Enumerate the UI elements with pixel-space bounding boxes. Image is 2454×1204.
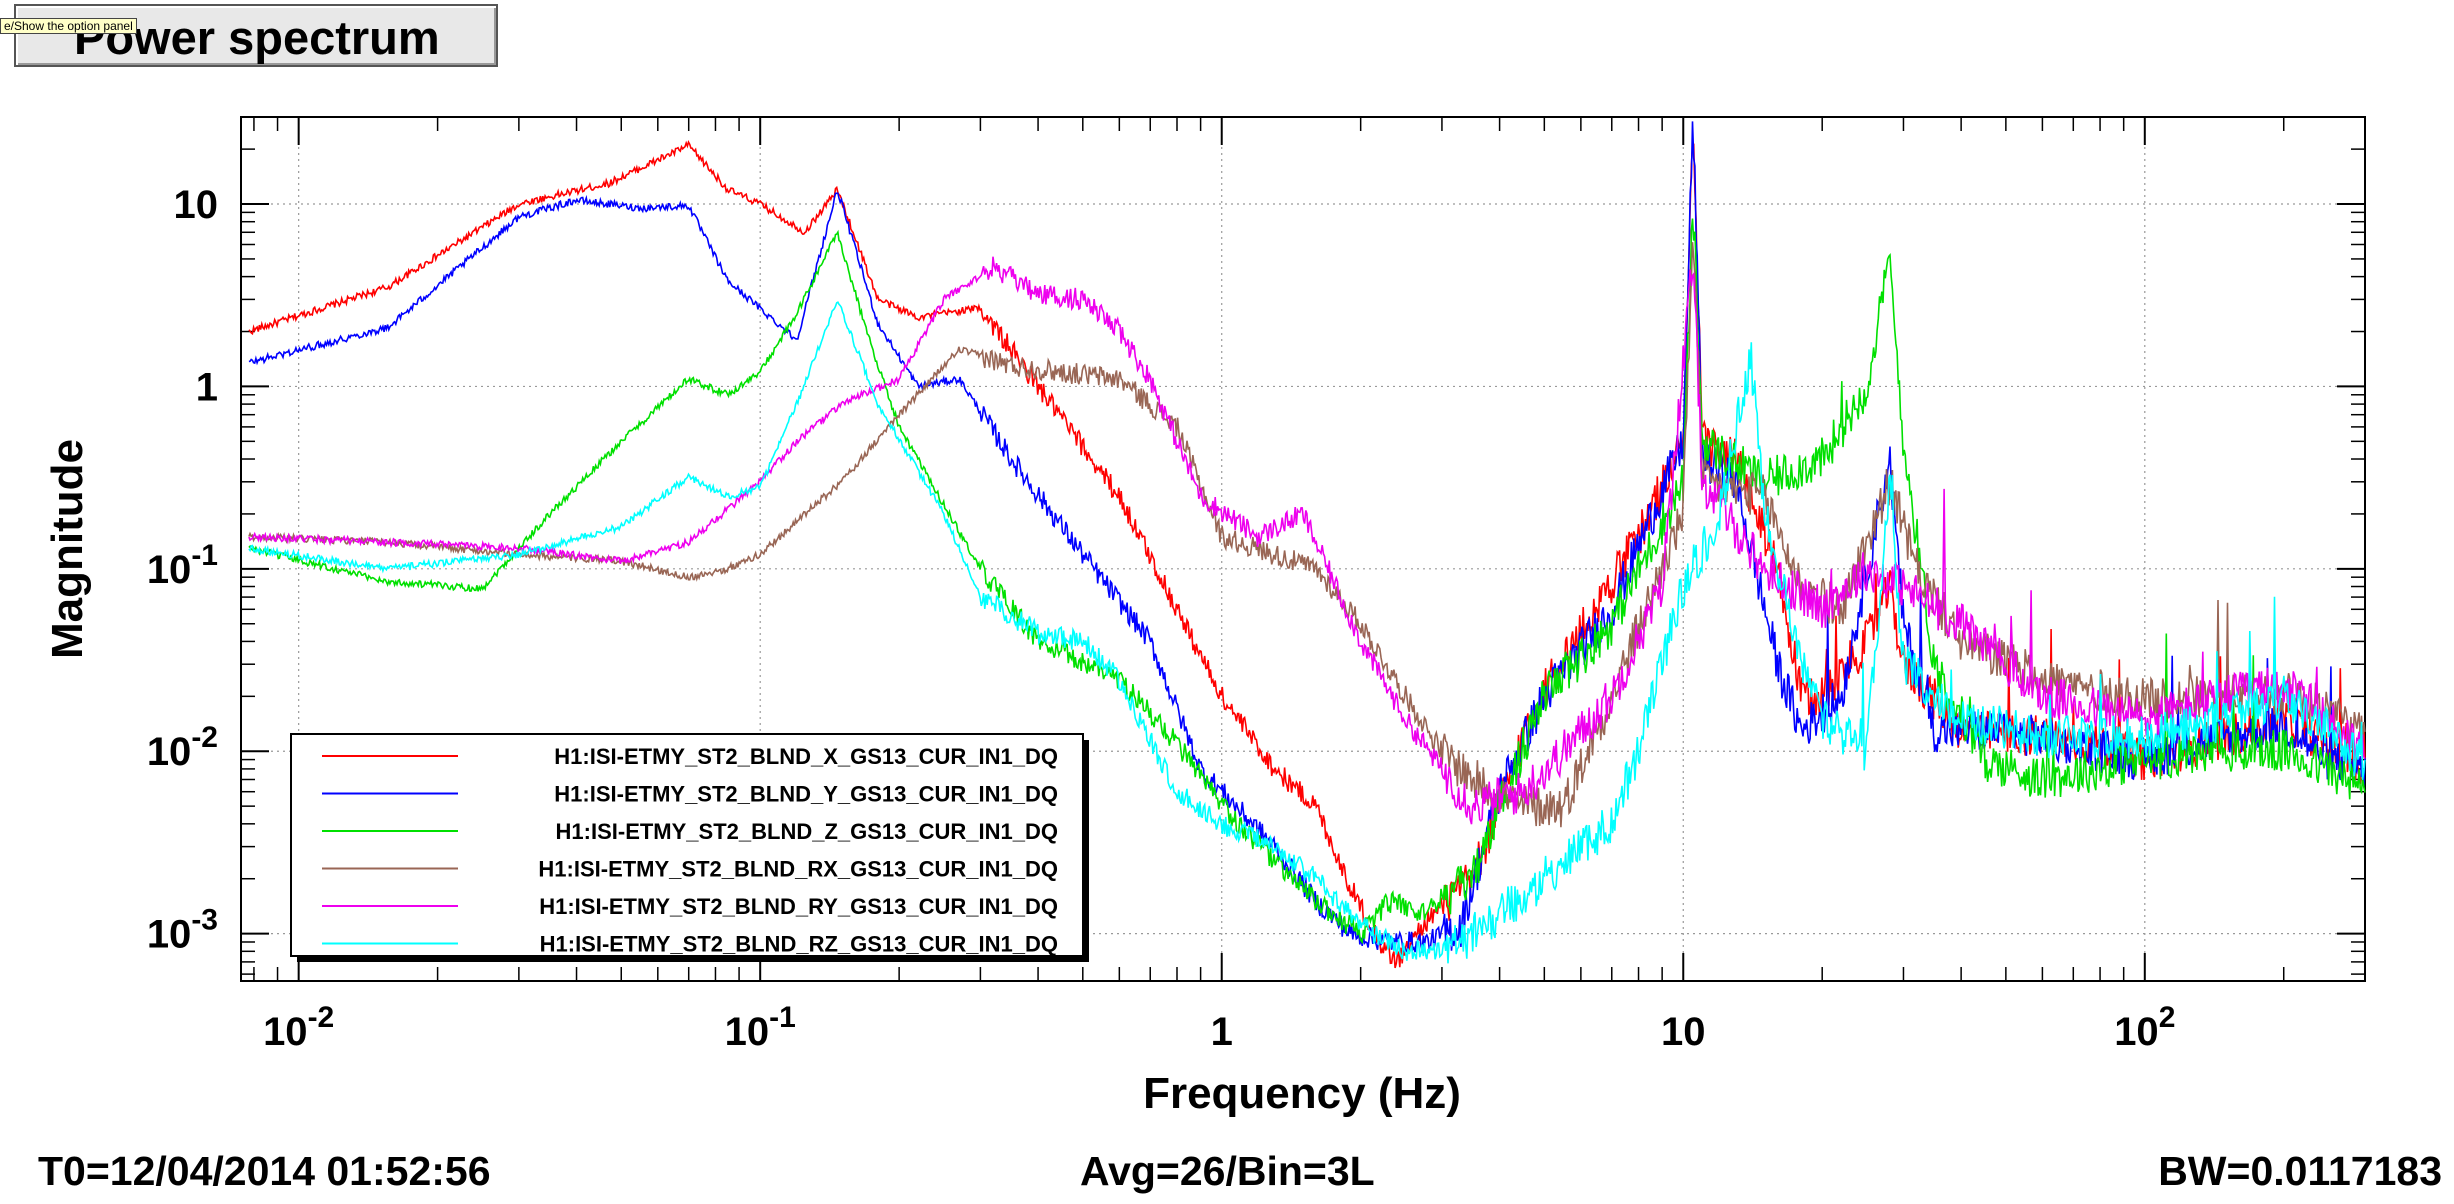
- y-tick-label: 10-2: [147, 721, 218, 774]
- power-spectrum-button[interactable]: Power spectrum: [14, 4, 498, 67]
- x-tick-exponent: -2: [308, 1001, 335, 1034]
- x-tick-label: 1: [1211, 1010, 1233, 1054]
- option-panel-tooltip: e/Show the option panel: [0, 18, 137, 34]
- legend-label: H1:ISI-ETMY_ST2_BLND_X_GS13_CUR_IN1_DQ: [554, 744, 1058, 769]
- series-line: [248, 139, 2366, 969]
- footer-bw: BW=0.0117183: [2158, 1148, 2442, 1194]
- x-tick-label: 102: [2114, 1001, 2175, 1054]
- y-tick-labels: 10 1 10-1 10-2 10-3: [147, 183, 218, 957]
- y-tick-exponent: -1: [191, 539, 218, 572]
- x-tick-label: 10: [1661, 1010, 1706, 1054]
- y-tick-label: 10-1: [147, 539, 218, 592]
- series-layer: [248, 121, 2366, 969]
- legend-label: H1:ISI-ETMY_ST2_BLND_RZ_GS13_CUR_IN1_DQ: [540, 932, 1058, 957]
- x-tick-labels: 10-2 10-1 1 10 102: [263, 1001, 2175, 1054]
- legend-label: H1:ISI-ETMY_ST2_BLND_Y_GS13_CUR_IN1_DQ: [554, 782, 1058, 807]
- x-tick-exponent: 2: [2159, 1001, 2176, 1034]
- series-line: [248, 256, 2366, 825]
- y-tick-exponent: -3: [191, 904, 218, 937]
- x-axis-label: Frequency (Hz): [1143, 1069, 1461, 1118]
- series-line: [248, 301, 2366, 964]
- x-tick-label: 10-1: [725, 1001, 796, 1054]
- x-tick-label: 10-2: [263, 1001, 334, 1054]
- legend-label: H1:ISI-ETMY_ST2_BLND_Z_GS13_CUR_IN1_DQ: [556, 819, 1058, 844]
- x-tick-exponent: -1: [769, 1001, 796, 1034]
- y-tick-label: 1: [196, 365, 218, 409]
- y-tick-exponent: -2: [191, 721, 218, 754]
- footer-avg: Avg=26/Bin=3L: [1080, 1148, 1375, 1194]
- y-tick-label: 10: [174, 183, 219, 227]
- legend-label: H1:ISI-ETMY_ST2_BLND_RX_GS13_CUR_IN1_DQ: [538, 857, 1058, 882]
- legend: H1:ISI-ETMY_ST2_BLND_X_GS13_CUR_IN1_DQ H1…: [290, 733, 1089, 962]
- legend-box: [290, 733, 1084, 957]
- minor-ticks: [241, 117, 2365, 981]
- y-axis-label: Magnitude: [43, 439, 92, 659]
- legend-label: H1:ISI-ETMY_ST2_BLND_RY_GS13_CUR_IN1_DQ: [539, 894, 1058, 919]
- series-line: [248, 218, 2366, 945]
- footer-t0: T0=12/04/2014 01:52:56: [38, 1148, 491, 1194]
- y-tick-label: 10-3: [147, 904, 218, 957]
